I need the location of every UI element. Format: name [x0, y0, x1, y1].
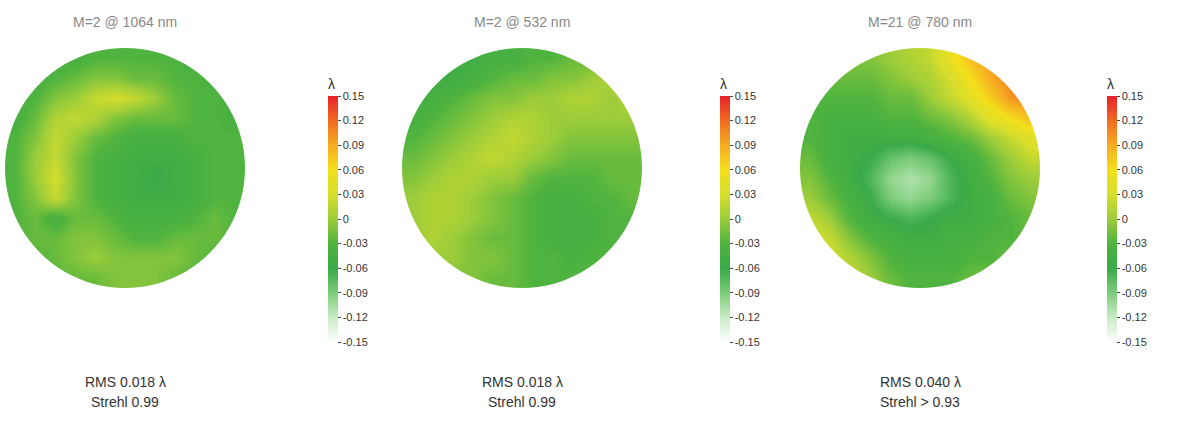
svg-text:λ: λ [1107, 76, 1114, 92]
svg-text:0: 0 [735, 213, 741, 225]
svg-text:0.15: 0.15 [735, 90, 756, 102]
svg-text:0.15: 0.15 [343, 90, 364, 102]
svg-text:0.06: 0.06 [1122, 164, 1143, 176]
svg-text:-0.15: -0.15 [343, 336, 368, 348]
svg-text:-0.06: -0.06 [343, 262, 368, 274]
svg-text:M=2 @ 532 nm: M=2 @ 532 nm [474, 14, 570, 30]
svg-text:Strehl 0.99: Strehl 0.99 [488, 394, 556, 410]
svg-text:0.06: 0.06 [343, 164, 364, 176]
svg-text:-0.09: -0.09 [735, 287, 760, 299]
svg-text:0.03: 0.03 [1122, 188, 1143, 200]
svg-text:0.12: 0.12 [343, 114, 364, 126]
svg-text:0.03: 0.03 [343, 188, 364, 200]
svg-text:-0.15: -0.15 [1122, 336, 1147, 348]
svg-text:0.03: 0.03 [735, 188, 756, 200]
svg-text:0.09: 0.09 [735, 139, 756, 151]
svg-text:RMS 0.018 λ: RMS 0.018 λ [85, 374, 166, 390]
svg-text:0.09: 0.09 [1122, 139, 1143, 151]
svg-text:0: 0 [1122, 213, 1128, 225]
svg-text:RMS 0.018 λ: RMS 0.018 λ [482, 374, 563, 390]
svg-text:-0.03: -0.03 [1122, 237, 1147, 249]
svg-text:0.15: 0.15 [1122, 90, 1143, 102]
svg-text:RMS 0.040 λ: RMS 0.040 λ [880, 374, 961, 390]
svg-text:-0.09: -0.09 [1122, 287, 1147, 299]
svg-text:-0.15: -0.15 [735, 336, 760, 348]
svg-text:-0.12: -0.12 [343, 311, 368, 323]
svg-text:M=21 @ 780 nm: M=21 @ 780 nm [868, 14, 972, 30]
svg-text:-0.06: -0.06 [735, 262, 760, 274]
svg-text:M=2 @ 1064 nm: M=2 @ 1064 nm [73, 14, 177, 30]
svg-text:-0.03: -0.03 [735, 237, 760, 249]
svg-text:0.06: 0.06 [735, 164, 756, 176]
svg-text:0.12: 0.12 [735, 114, 756, 126]
svg-text:Strehl 0.99: Strehl 0.99 [91, 394, 159, 410]
svg-text:0.09: 0.09 [343, 139, 364, 151]
svg-text:0: 0 [343, 213, 349, 225]
svg-text:λ: λ [328, 76, 335, 92]
svg-text:Strehl > 0.93: Strehl > 0.93 [880, 394, 960, 410]
svg-text:-0.12: -0.12 [1122, 311, 1147, 323]
svg-text:-0.06: -0.06 [1122, 262, 1147, 274]
svg-text:λ: λ [720, 76, 727, 92]
svg-text:0.12: 0.12 [1122, 114, 1143, 126]
svg-text:-0.09: -0.09 [343, 287, 368, 299]
svg-text:-0.03: -0.03 [343, 237, 368, 249]
svg-text:-0.12: -0.12 [735, 311, 760, 323]
